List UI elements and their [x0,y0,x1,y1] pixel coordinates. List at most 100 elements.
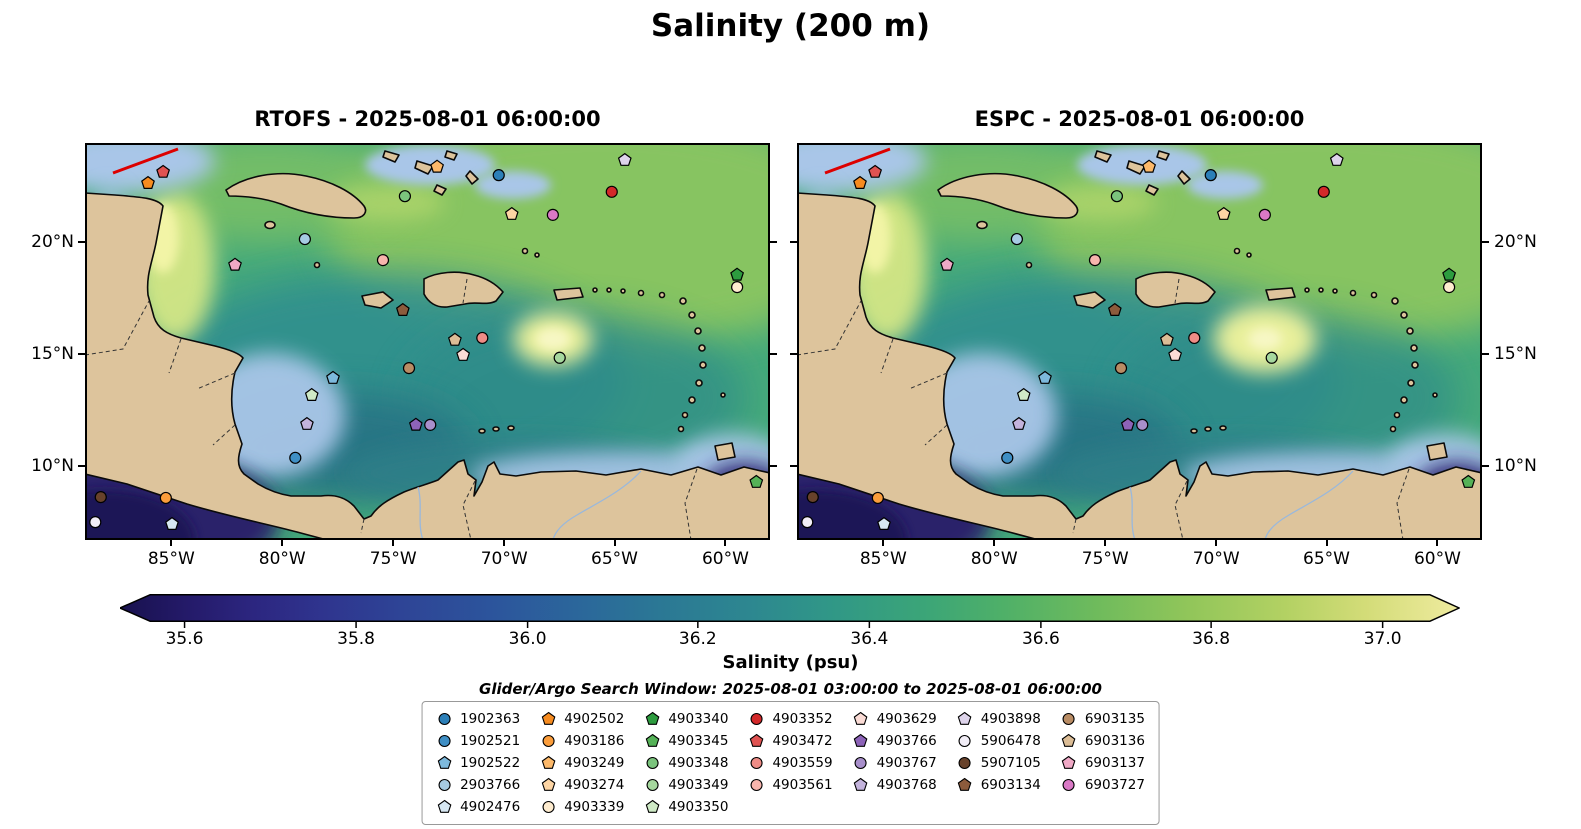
x-tick-label: 60°W [701,549,749,569]
colorbar-tick-label: 36.8 [1192,629,1231,649]
float-marker-4902476 [165,516,179,530]
x-tick-label: 60°W [1413,549,1461,569]
colorbar-tick-label: 36.2 [678,629,717,649]
float-marker-4903274 [504,206,519,220]
legend-circle-marker-icon [438,734,451,748]
x-tick-label: 80°W [258,549,306,569]
colorbar-tick-label: 35.6 [165,629,204,649]
float-marker-6903136 [447,332,462,346]
legend-item: 4902502 [540,710,624,728]
y-tick-mark [1482,353,1489,356]
legend-float-id: 4903472 [772,733,833,749]
float-marker-1902521 [1001,451,1014,464]
float-marker-4903274 [1216,206,1231,220]
legend-float-id: 1902522 [460,755,521,771]
float-marker-4903766 [1120,417,1135,431]
legend-item: 4903339 [540,798,624,816]
float-marker-6903727 [546,208,559,221]
float-marker-4903339 [731,281,744,294]
float-marker-6903136 [1159,332,1174,346]
x-tick-label: 65°W [591,549,638,569]
float-marker-4903768 [300,416,314,430]
float-marker-4903339 [1443,281,1456,294]
y-tick-mark [790,353,797,356]
legend-item: 2903766 [436,776,520,794]
x-tick-label: 75°W [1081,549,1129,569]
legend-column: 6903135 6903136 6903137 6903727 [1061,710,1145,816]
legend-float-id: 4903898 [980,711,1041,727]
legend-item: 4903349 [644,776,728,794]
legend-item: 4903767 [853,754,937,772]
legend-pentagon-marker-icon [1061,755,1076,769]
colorbar [119,594,1460,633]
legend-item: 4903559 [748,754,833,772]
x-tick-mark [993,540,996,546]
x-tick-mark [724,540,727,546]
legend-pentagon-marker-icon [645,799,660,813]
legend-float-id: 6903727 [1084,777,1145,793]
float-marker-1902521 [289,451,302,464]
legend-float-id: 5906478 [980,733,1041,749]
float-marker-6903135 [402,361,416,375]
float-marker-6903135 [1114,361,1128,375]
float-marker-4903345 [749,474,764,488]
legend-float-id: 4903768 [876,777,937,793]
legend-item: 4903340 [644,710,728,728]
legend-item: 1902522 [436,754,520,772]
float-marker-4903348 [398,190,411,203]
legend-item: 6903137 [1061,754,1145,772]
legend-float-id: 1902363 [460,711,521,727]
float-marker-4903768 [1012,416,1026,430]
y-tick-mark [790,240,797,243]
float-marker-4903767 [424,418,437,431]
legend-pentagon-marker-icon [749,733,764,747]
float-marker-4903629 [456,347,471,361]
legend-item: 6903136 [1061,732,1145,750]
x-tick-label: 65°W [1303,549,1350,569]
colorbar-tick-label: 36.0 [508,629,547,649]
legend-pentagon-marker-icon [437,799,451,813]
legend-column: 4902502 4903186 4903249 4903274 4903339 [540,710,624,816]
y-tick-label: 15°N [31,344,74,365]
float-marker-2903766 [1010,232,1023,246]
float-marker-1902363 [1204,169,1217,182]
legend-item: 4903345 [644,732,728,750]
legend-item: 4903629 [853,710,937,728]
float-marker-4903186 [159,491,172,505]
legend-circle-marker-icon [750,778,763,792]
legend-item: 6903134 [957,776,1041,794]
legend-pentagon-marker-icon [437,755,451,769]
colorbar-svg [119,594,1460,628]
colorbar-tick-label: 35.8 [337,629,376,649]
legend-float-id: 6903136 [1084,733,1145,749]
legend-circle-marker-icon [854,756,867,770]
float-marker-4903629 [1168,347,1183,361]
colorbar-tick-label: 37.0 [1363,629,1402,649]
legend-float-id: 4903249 [564,755,625,771]
float-marker-4903352 [1317,185,1330,198]
legend-float-id: 4903629 [876,711,937,727]
legend-item: 4903472 [748,732,833,750]
legend-circle-marker-icon [750,756,763,770]
legend-float-id: 2903766 [460,777,521,793]
legend-item: 6903727 [1061,776,1145,794]
legend-pentagon-marker-icon [957,777,972,791]
legend-pentagon-marker-icon [853,777,868,791]
legend-circle-marker-icon [1062,712,1075,726]
legend-circle-marker-icon [1062,778,1075,792]
legend-item: 4903249 [540,754,624,772]
legend-pentagon-marker-icon [853,711,868,725]
legend-item: 1902363 [436,710,520,728]
x-tick-label: 75°W [369,549,417,569]
map-espc [797,143,1482,540]
y-tick-label: 20°N [1494,231,1537,252]
legend-circle-marker-icon [542,800,555,814]
float-marker-4903349 [553,351,566,364]
y-tick-mark [770,240,777,243]
x-tick-label: 85°W [147,549,195,569]
x-tick-mark [613,540,616,546]
y-tick-mark [1482,465,1489,468]
legend-item: 4903352 [748,710,833,728]
legend-column: 4903629 4903766 4903767 4903768 [853,710,937,816]
legend-float-id: 5907105 [980,755,1041,771]
